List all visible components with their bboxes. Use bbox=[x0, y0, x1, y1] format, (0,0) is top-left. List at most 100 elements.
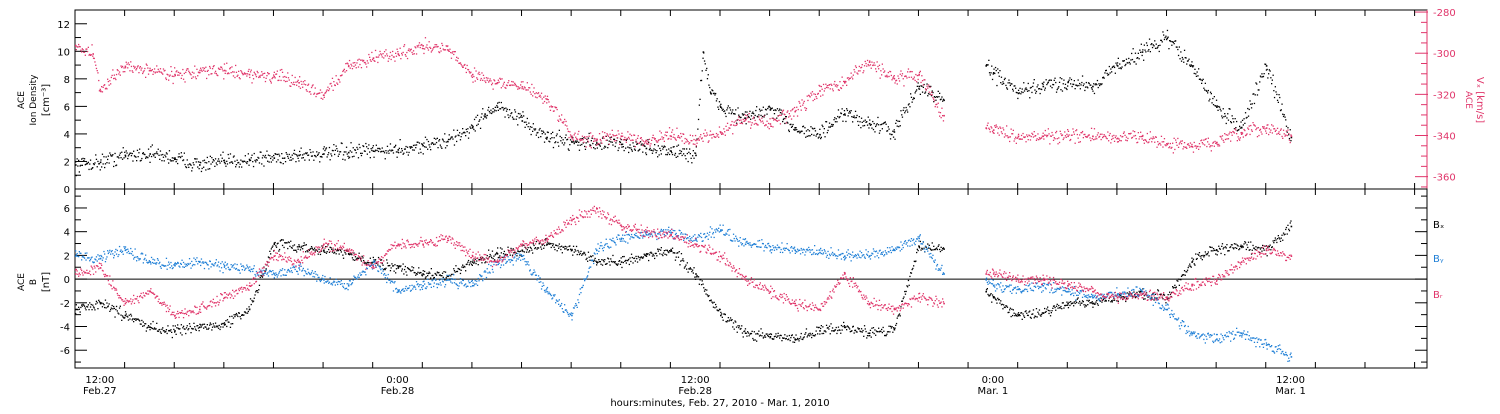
vx-series-point bbox=[770, 123, 772, 125]
ion-density-series-point bbox=[1216, 100, 1217, 101]
vx-series-point bbox=[594, 138, 595, 139]
bx-series-point bbox=[187, 325, 188, 326]
ion-density-series-point bbox=[575, 140, 576, 141]
bx-series-point bbox=[389, 265, 390, 266]
ion-density-series-point bbox=[760, 115, 761, 116]
bx-series-point bbox=[604, 259, 605, 260]
vx-series-point bbox=[1115, 135, 1116, 136]
vx-series-point bbox=[1161, 136, 1162, 137]
vx-series-point bbox=[819, 90, 821, 92]
bx-series-point bbox=[1276, 242, 1277, 243]
ion-density-series-point bbox=[1271, 83, 1272, 84]
ion-density-series-point bbox=[521, 115, 522, 116]
bx-series-point bbox=[395, 272, 396, 273]
ion-density-series-point bbox=[247, 161, 248, 162]
ion-density-series-point bbox=[564, 142, 565, 143]
vx-series-point bbox=[402, 54, 403, 55]
ion-density-series-point bbox=[1110, 68, 1111, 69]
vx-series-point bbox=[723, 128, 724, 129]
bx-series-point bbox=[1201, 255, 1202, 256]
vx-series-point bbox=[536, 97, 537, 98]
ion-density-series-point bbox=[679, 153, 680, 154]
ion-density-series-point bbox=[502, 107, 503, 108]
vx-series-point bbox=[661, 132, 662, 133]
bx-series-point bbox=[849, 328, 850, 329]
vx-series-point bbox=[630, 140, 631, 141]
ion-density-series-point bbox=[698, 119, 699, 120]
ion-density-series-point bbox=[254, 153, 255, 154]
vx-series-point bbox=[693, 143, 694, 144]
vx-series-point bbox=[578, 131, 579, 132]
ion-density-series-point bbox=[1057, 89, 1058, 90]
bx-series-point bbox=[243, 314, 244, 315]
ion-density-series-point bbox=[509, 109, 510, 110]
vx-series-point bbox=[787, 112, 788, 113]
vx-series-point bbox=[1140, 132, 1141, 133]
vx-series-point bbox=[1285, 134, 1286, 135]
ion-density-series-point bbox=[1263, 76, 1264, 77]
ion-density-series-point bbox=[481, 113, 482, 114]
ion-density-series-point bbox=[88, 169, 89, 170]
vx-series-point bbox=[436, 44, 437, 45]
vx-series-point bbox=[435, 46, 436, 47]
vx-series-point bbox=[240, 70, 241, 71]
vx-series-point bbox=[447, 49, 449, 51]
ion-density-series-point bbox=[719, 101, 720, 102]
vx-series-point bbox=[1069, 134, 1070, 135]
vx-series-point bbox=[1096, 138, 1097, 139]
vx-series-point bbox=[249, 74, 251, 76]
vx-series-point bbox=[798, 101, 799, 102]
bx-series-point bbox=[798, 339, 799, 340]
vx-series-point bbox=[1196, 148, 1197, 149]
ion-density-series-point bbox=[324, 150, 325, 151]
ion-density-series-point bbox=[531, 134, 532, 135]
ion-density-series-point bbox=[1041, 89, 1042, 90]
bx-series-point bbox=[418, 267, 419, 268]
ion-density-series-point bbox=[277, 154, 278, 155]
bx-series-point bbox=[467, 262, 468, 263]
vx-series-point bbox=[415, 47, 416, 48]
vx-series-point bbox=[740, 123, 741, 124]
ion-density-series-point bbox=[906, 107, 907, 108]
vx-series-point bbox=[854, 71, 855, 72]
vx-tick-label: -340 bbox=[1433, 132, 1456, 143]
vx-series-point bbox=[920, 71, 921, 72]
bx-series-point bbox=[239, 313, 240, 314]
bx-series-point bbox=[999, 299, 1000, 300]
vx-series-point bbox=[1083, 137, 1084, 138]
bx-series-point bbox=[1018, 315, 1020, 317]
ion-density-series-point bbox=[485, 116, 486, 117]
vx-series-point bbox=[745, 119, 747, 121]
vx-series-point bbox=[567, 128, 568, 129]
vx-series-point bbox=[349, 60, 350, 61]
ion-density-series-point bbox=[684, 148, 685, 149]
vx-series-point bbox=[126, 62, 127, 63]
bx-series-point bbox=[103, 304, 104, 305]
ion-density-series-point bbox=[1232, 118, 1233, 119]
vx-series-point bbox=[615, 140, 616, 141]
ion-density-series-point bbox=[449, 134, 450, 135]
ion-density-series-point bbox=[912, 102, 913, 103]
bx-series-point bbox=[202, 324, 203, 325]
ion-density-series-point bbox=[637, 143, 638, 144]
bx-series-point bbox=[636, 258, 637, 259]
vx-series-point bbox=[336, 82, 337, 83]
vx-series-point bbox=[274, 76, 276, 78]
vx-series-point bbox=[1112, 138, 1113, 139]
bx-series-point bbox=[1270, 249, 1271, 250]
vx-series-point bbox=[453, 54, 454, 55]
vx-series-point bbox=[170, 75, 171, 76]
bx-series-point bbox=[1204, 255, 1205, 256]
bx-series-point bbox=[939, 249, 940, 250]
ion-density-series-point bbox=[804, 127, 805, 128]
vx-series-point bbox=[1170, 143, 1171, 144]
ion-density-series-point bbox=[704, 60, 705, 61]
ion-density-series-point bbox=[149, 153, 151, 155]
ion-density-series-point bbox=[525, 127, 526, 128]
vx-series-point bbox=[86, 48, 87, 49]
vx-series-point bbox=[870, 64, 871, 65]
bx-series-point bbox=[584, 253, 585, 254]
ion-density-series-point bbox=[474, 119, 475, 120]
bx-series-point bbox=[909, 285, 910, 286]
vx-series-point bbox=[478, 72, 479, 73]
